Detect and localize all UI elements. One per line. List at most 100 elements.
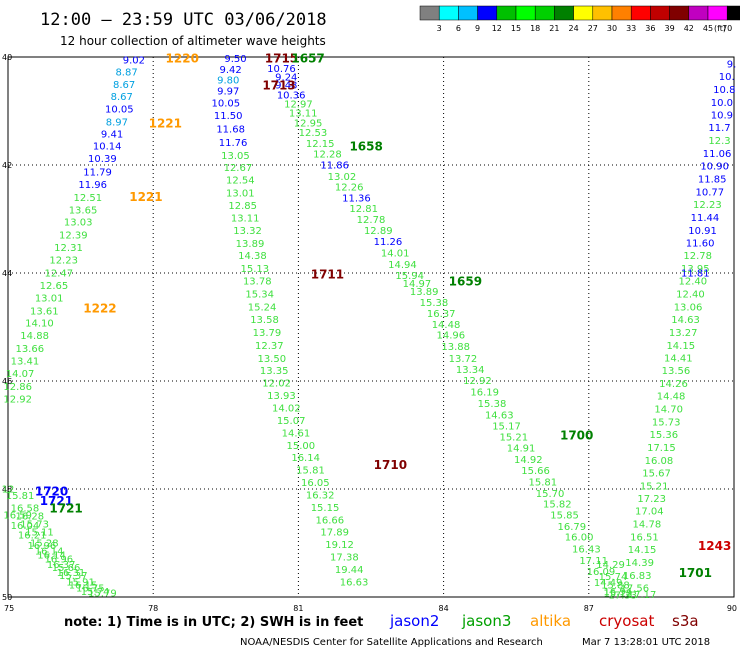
swh-value: 14.39 — [625, 558, 654, 569]
swh-value: 11.68 — [216, 124, 245, 135]
swh-value: 13.03 — [64, 218, 93, 229]
swh-value: 13.65 — [69, 205, 98, 216]
swh-value: 10.39 — [88, 154, 117, 165]
swh-value: 11.81 — [681, 269, 710, 280]
swh-value: 14.88 — [20, 331, 49, 342]
swh-value: 10.05 — [105, 104, 134, 115]
legend-label: 6 — [456, 24, 461, 33]
swh-value: 15.81 — [6, 491, 35, 502]
swh-value: 17.56 — [620, 583, 649, 594]
swh-value: 15.21 — [499, 433, 528, 444]
swh-value: 14.61 — [282, 428, 311, 439]
x-tick-label: 81 — [293, 604, 303, 613]
pass-time-label: 1721 — [40, 494, 73, 508]
swh-value: 16.19 — [470, 387, 499, 398]
swh-value: 12.40 — [679, 277, 708, 288]
swh-value: 14.26 — [659, 379, 688, 390]
legend-label: 9 — [475, 24, 480, 33]
y-tick-label: 44 — [2, 269, 12, 278]
legend-swatch — [534, 5, 555, 21]
swh-value: 15.82 — [543, 500, 572, 511]
swh-value: 9.50 — [224, 54, 246, 65]
swh-value: 16.32 — [306, 490, 335, 501]
legend-swatch — [669, 5, 690, 21]
swh-value: 17.33 — [608, 590, 637, 601]
grid-lines — [8, 57, 734, 597]
swh-value: 12.40 — [676, 290, 705, 301]
swh-value: 13.95 — [681, 264, 710, 275]
x-tick-label: 90 — [727, 604, 737, 613]
swh-value: 12.23 — [49, 256, 78, 267]
swh-value: 9.24 — [275, 72, 297, 83]
y-tick-label: 46 — [2, 377, 12, 386]
swh-value: 12.86 — [3, 382, 32, 393]
swh-value: 15.66 — [521, 466, 550, 477]
swh-value: 16.14 — [291, 453, 320, 464]
swh-value: 13.41 — [11, 357, 40, 368]
swh-value: 10.9 — [711, 110, 733, 121]
swh-value: 16.37 — [47, 560, 76, 571]
swh-value: 12.89 — [364, 226, 393, 237]
swh-value: 9.41 — [101, 130, 123, 141]
swh-value: 12.23 — [693, 200, 722, 211]
swh-value: 12.31 — [54, 243, 83, 254]
swh-value: 14.63 — [671, 315, 700, 326]
swh-value: 16.96 — [28, 541, 57, 552]
swh-value: 9.80 — [217, 76, 239, 87]
swh-value: 13.72 — [449, 354, 478, 365]
swh-value: 12.67 — [224, 163, 253, 174]
chart-title: 12:00 – 23:59 UTC 03/06/2018 — [40, 10, 327, 30]
legend-swatch — [554, 5, 574, 21]
swh-value: 15.74 — [599, 572, 628, 583]
legend-label: 45 — [703, 24, 713, 33]
legend-swatch — [726, 5, 740, 21]
legend-label: 15 — [511, 24, 521, 33]
swh-value: 13.05 — [221, 151, 250, 162]
swh-value: 14.02 — [272, 404, 301, 415]
legend-swatch — [496, 5, 517, 21]
satellite-label: s3a — [672, 612, 699, 630]
swh-value: 16.09 — [587, 567, 616, 578]
x-tick-label: 84 — [439, 604, 449, 613]
swh-value: 12.81 — [349, 204, 378, 215]
satellite-label: cryosat — [599, 612, 654, 630]
swh-value: 16.94 — [604, 587, 633, 598]
swh-value: 14.15 — [666, 341, 695, 352]
swh-value: 15.11 — [25, 528, 54, 539]
swh-value: 13.88 — [441, 342, 470, 353]
y-tick-label: 48 — [2, 485, 12, 494]
swh-value: 15.17 — [492, 421, 521, 432]
swh-value: 10.76 — [267, 64, 296, 75]
legend-swatch — [592, 5, 613, 21]
legend-label: 24 — [569, 24, 579, 33]
swh-value: 17.04 — [635, 507, 664, 518]
swh-value: 16.15 — [69, 581, 98, 592]
axis-ticks: 75 78 81 84 87 90 40 42 44 46 48 50 — [2, 53, 737, 613]
y-tick-label: 42 — [2, 161, 12, 170]
satellite-label: jason3 — [461, 612, 511, 630]
swh-value: 16.59 — [3, 510, 32, 521]
swh-value: 13.11 — [289, 109, 318, 120]
legend-label: 30 — [607, 24, 617, 33]
swh-value: 14.91 — [507, 443, 536, 454]
swh-value: 14.15 — [628, 545, 657, 556]
swh-value: 12.92 — [3, 394, 32, 405]
swh-value: 11.36 — [342, 193, 371, 204]
swh-value: 19.12 — [325, 540, 354, 551]
legend-swatch — [438, 5, 459, 21]
swh-value: 12.3 — [708, 136, 730, 147]
swh-value: 15.73 — [20, 520, 49, 531]
swh-value: 10.0 — [711, 98, 733, 109]
swh-value: 12.02 — [262, 379, 291, 390]
swh-value: 13.01 — [35, 293, 64, 304]
pass-time-label: 1710 — [374, 458, 407, 472]
swh-value: 15.07 — [277, 416, 306, 427]
legend-unit: (ft) — [714, 24, 726, 33]
swh-value: 17.11 — [579, 556, 608, 567]
swh-value: 14.78 — [633, 520, 662, 531]
swh-value: 10.8 — [713, 85, 735, 96]
plot-frame — [7, 56, 735, 598]
swh-value: 14.29 — [596, 560, 625, 571]
swh-value: 13.58 — [250, 315, 279, 326]
footer-org: NOAA/NESDIS Center for Satellite Applica… — [240, 637, 543, 648]
